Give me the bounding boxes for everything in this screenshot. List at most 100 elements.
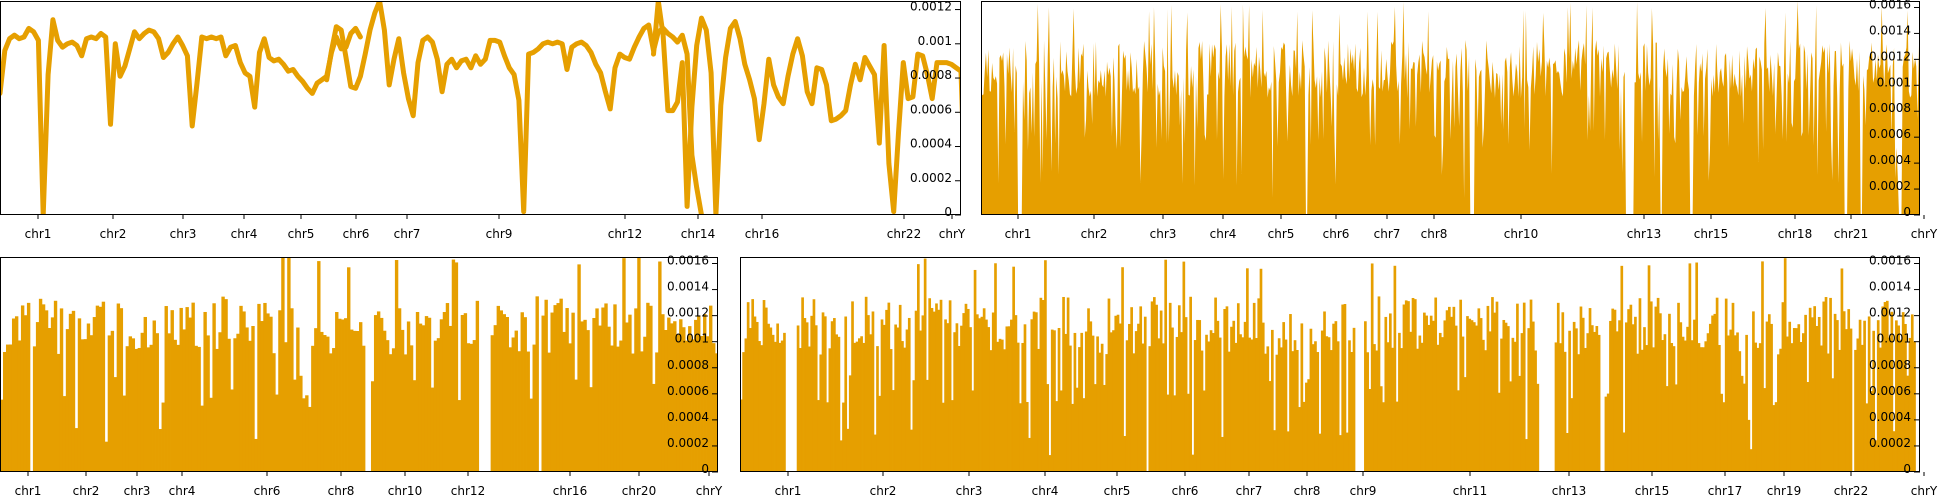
series-bar	[529, 398, 533, 472]
series-bar	[1391, 347, 1394, 472]
series-bar	[565, 308, 569, 472]
series-bar	[930, 307, 934, 472]
series-bar	[442, 312, 447, 472]
series-bar	[335, 312, 339, 472]
series-bar	[1699, 347, 1703, 472]
series-bar	[514, 330, 518, 472]
series-bar	[1668, 313, 1671, 472]
x-tick-label: chr8	[1294, 484, 1321, 498]
y-tick-label: 0.0016	[667, 254, 709, 268]
series-bar	[889, 349, 893, 472]
series-bar	[625, 322, 629, 472]
series-bar	[598, 325, 602, 472]
series-bar	[830, 321, 834, 472]
series-bar	[679, 319, 683, 472]
series-bar	[14, 316, 19, 472]
series-bar	[1091, 335, 1095, 472]
series-bar	[245, 327, 249, 472]
series-bar	[475, 300, 480, 472]
series-bar	[1246, 268, 1249, 472]
series-bar	[1840, 268, 1844, 472]
series-bar	[805, 322, 809, 472]
series-bar	[457, 400, 462, 472]
series-bar	[1715, 297, 1719, 472]
series-bar	[466, 343, 471, 472]
series-bar	[604, 303, 608, 472]
series-bar	[1409, 331, 1413, 472]
series-bar	[1745, 334, 1748, 472]
series-bar	[664, 330, 668, 472]
series-bar	[1300, 323, 1304, 472]
series-bar	[1073, 332, 1077, 472]
series-bar	[1116, 314, 1120, 472]
series-bar	[388, 354, 393, 472]
series-bar	[1747, 419, 1751, 472]
x-tick-label: chr12	[608, 227, 642, 241]
x-tick-label: chr6	[1172, 484, 1199, 498]
series-bar	[1663, 334, 1667, 472]
series-bar	[1761, 261, 1764, 472]
series-bar	[1888, 337, 1891, 472]
series-bar	[910, 429, 913, 472]
series-bar	[1159, 310, 1163, 472]
series-bar	[1654, 306, 1658, 472]
series-bar	[323, 335, 327, 472]
series-bar	[944, 319, 947, 472]
series-bar	[1366, 352, 1369, 472]
series-bar	[1472, 322, 1476, 472]
series-bar	[1661, 340, 1664, 472]
series-bar	[601, 307, 605, 472]
series-bar	[996, 341, 1000, 472]
panel-1-series	[0, 1, 961, 215]
series-bar	[655, 352, 659, 472]
series-bar	[547, 352, 551, 472]
series-bar	[709, 305, 713, 472]
series-bar	[1581, 317, 1585, 472]
series-bar	[1466, 316, 1469, 472]
series-bar	[1266, 346, 1270, 472]
series-bar	[1513, 341, 1517, 472]
series-bar	[290, 308, 294, 472]
series-bar	[523, 317, 527, 472]
series-bar	[1305, 382, 1308, 472]
series-bar	[1343, 304, 1347, 472]
series-bar	[1906, 375, 1910, 472]
series-bar	[86, 323, 91, 472]
series-bar	[896, 327, 900, 472]
series-bar	[104, 441, 109, 472]
series-bar	[379, 317, 384, 472]
series-bar	[302, 398, 306, 472]
series-bar	[1425, 315, 1428, 472]
series-bar	[1350, 352, 1354, 472]
series-bar	[532, 344, 536, 472]
series-bar	[715, 353, 718, 472]
series-bar	[1420, 342, 1424, 472]
series-bar	[855, 341, 859, 472]
series-bar	[359, 322, 363, 472]
series-bar	[1268, 381, 1272, 472]
series-bar	[373, 315, 378, 472]
series-bar	[1659, 313, 1662, 472]
series-bar	[1318, 433, 1322, 472]
series-bar	[212, 303, 216, 472]
series-bar	[1309, 328, 1313, 472]
series-bar	[667, 317, 671, 472]
series-bar	[1781, 302, 1785, 472]
series-bar	[436, 338, 441, 472]
x-tick-label: chr1	[25, 227, 52, 241]
series-bar	[923, 258, 927, 472]
series-bar	[801, 297, 804, 472]
series-bar	[1132, 353, 1136, 472]
series-bar	[412, 380, 417, 472]
series-bar	[1012, 266, 1015, 472]
series-bar	[1815, 325, 1819, 472]
x-tick-label: chr21	[1834, 227, 1868, 241]
series-bar	[1656, 297, 1660, 472]
series-bar	[305, 395, 309, 472]
x-tick-label: chr2	[100, 227, 127, 241]
series-bar	[1130, 307, 1133, 472]
series-bar	[1477, 308, 1481, 472]
series-bar	[643, 336, 647, 472]
series-bar	[1066, 297, 1070, 472]
x-tick-label: chr6	[343, 227, 370, 241]
